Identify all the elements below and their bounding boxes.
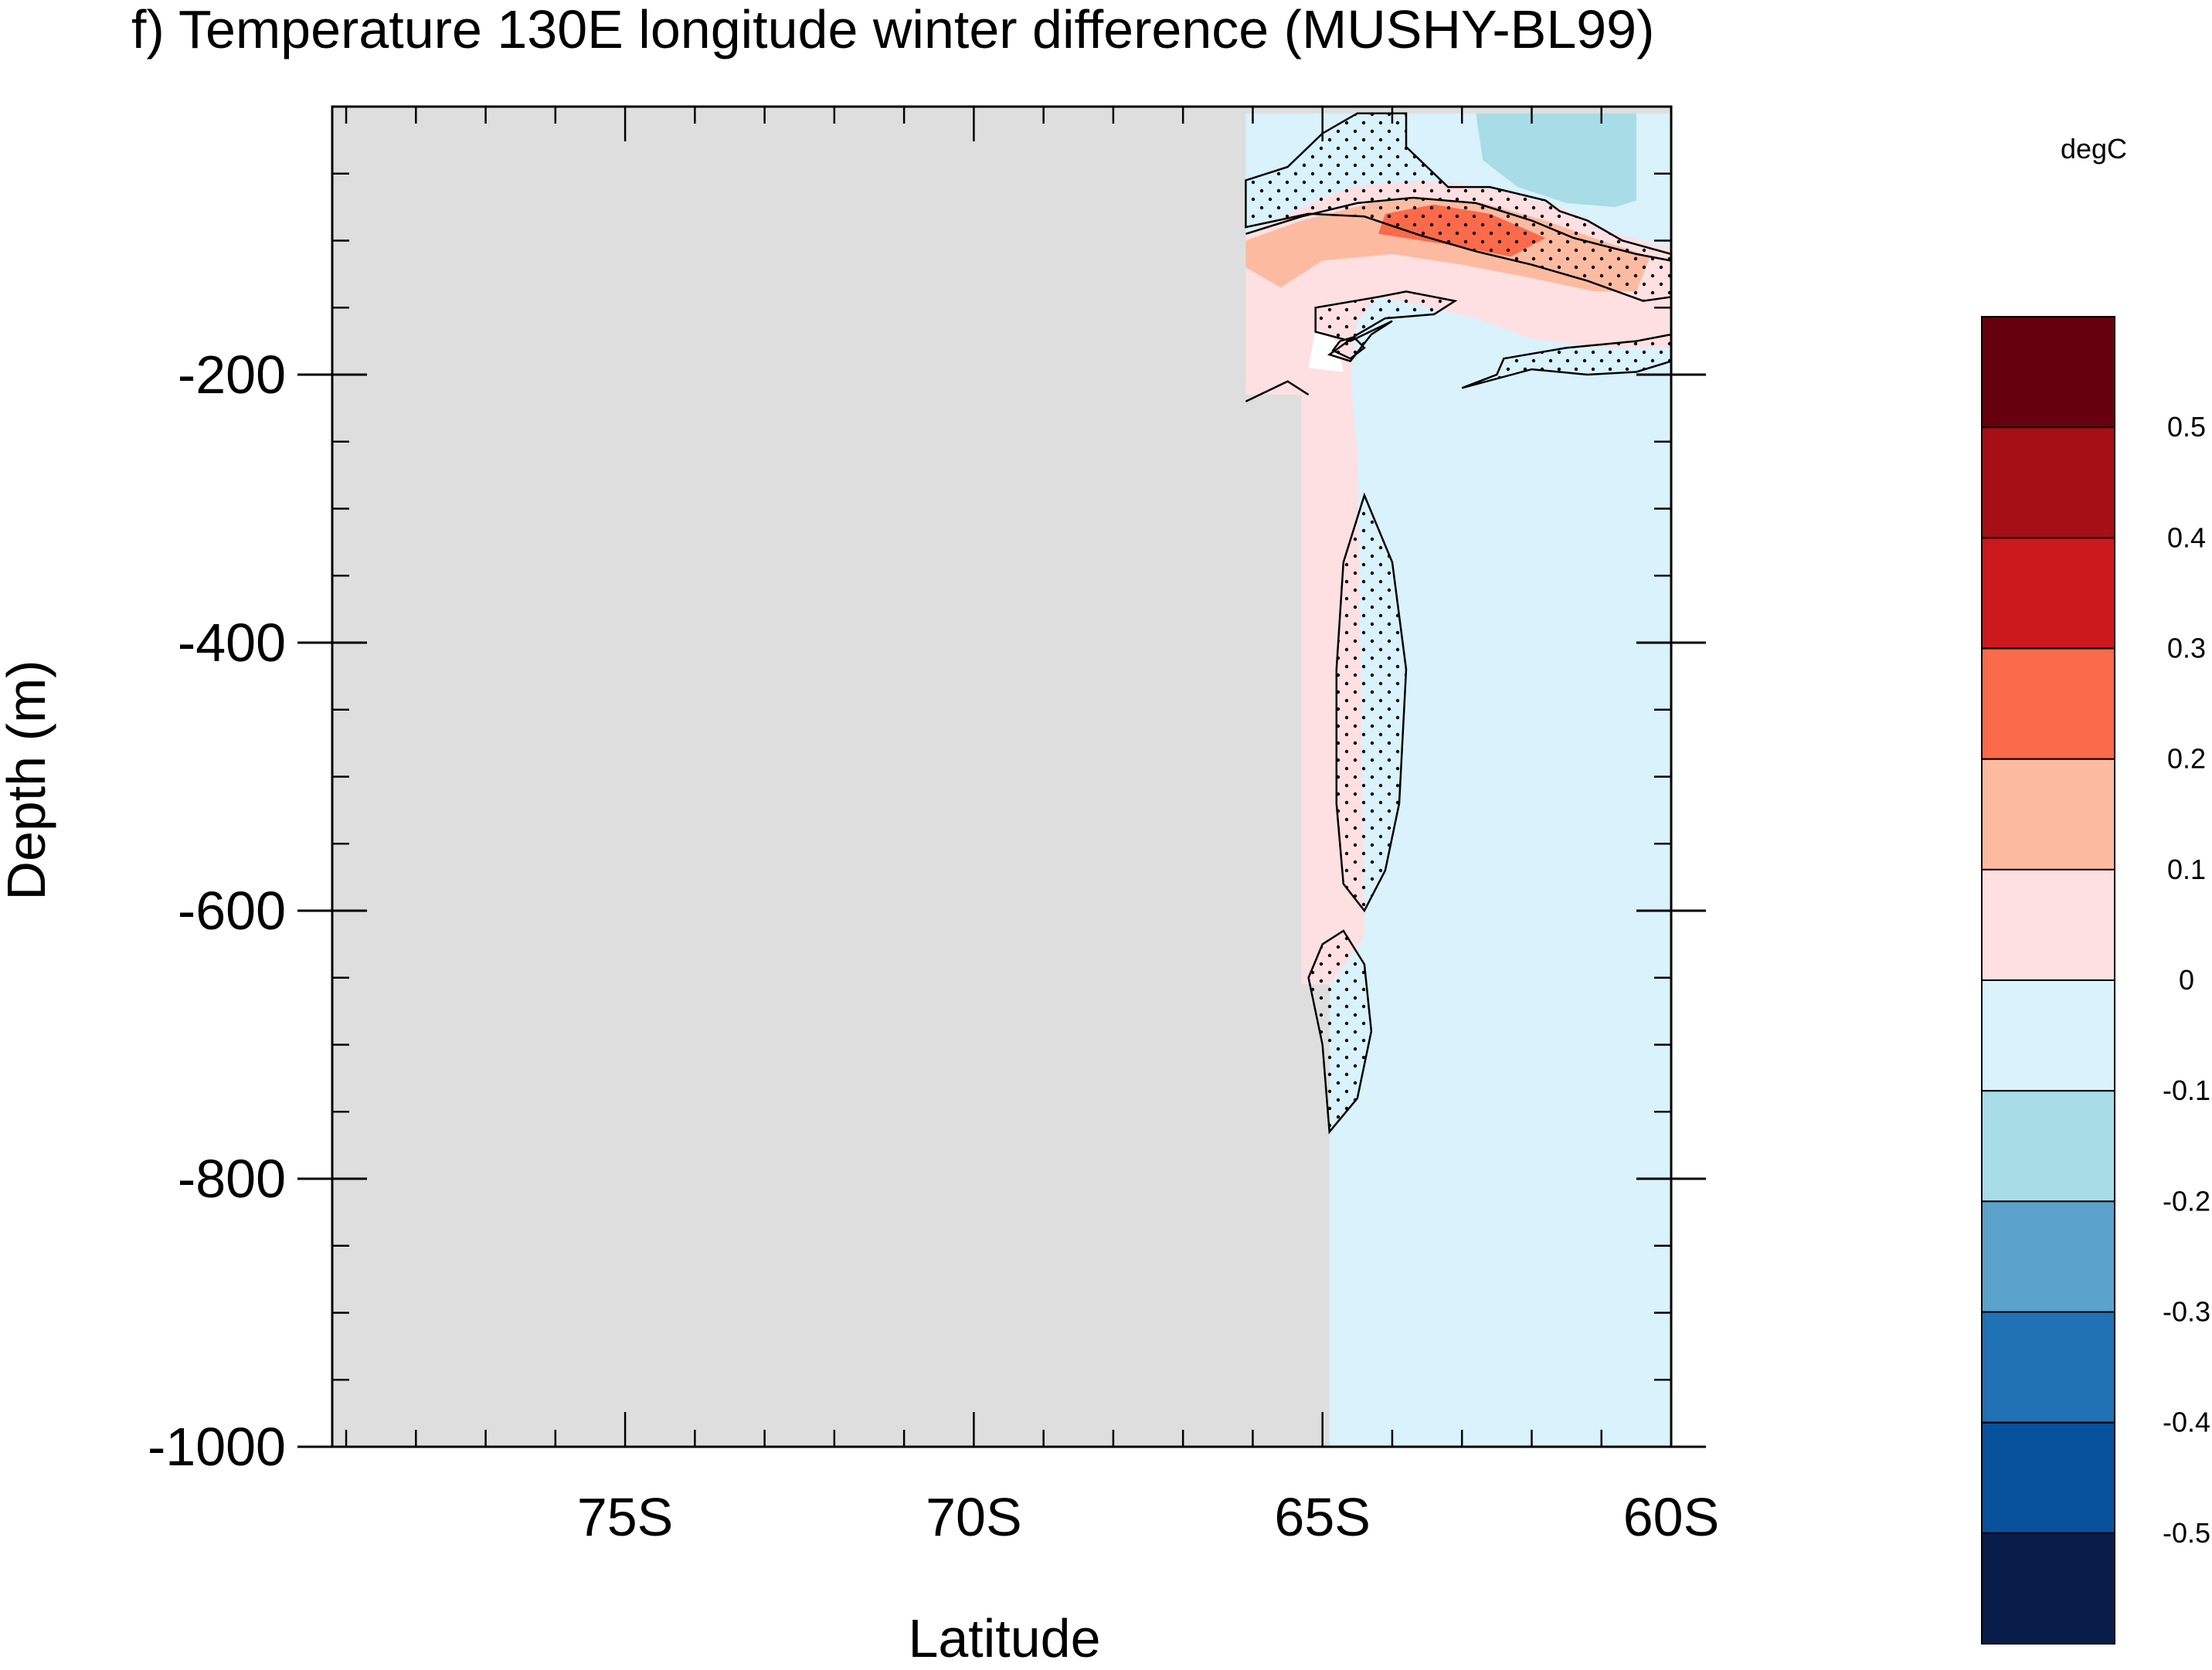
colorbar-labels: 0.5 0.4 0.3 0.2 0.1 0 -0.1 -0.2 -0.3 -0.4 -0.5 xyxy=(2163,411,2210,1549)
significance-region-sig-surface xyxy=(1245,112,1673,302)
field-region-white-patch xyxy=(1308,328,1344,372)
y-axis-label: Depth (m) xyxy=(0,660,56,900)
colorbar-box xyxy=(1981,1532,2115,1645)
contour-zero-contour-upper-ridge xyxy=(1245,196,1672,262)
colorbar-level-label: -0.2 xyxy=(2163,1185,2210,1217)
x-tick-label: 75S xyxy=(577,1487,674,1547)
zero-contours xyxy=(1245,196,1672,402)
colorbar-level-label: 0.4 xyxy=(2167,521,2206,553)
colorbar-box xyxy=(1981,868,2115,982)
significance-stippling xyxy=(1245,112,1673,1135)
colorbar-box xyxy=(1981,647,2115,760)
y-tick-label: -1000 xyxy=(148,1417,286,1477)
x-axis-ticks: 75S 70S 65S 60S xyxy=(345,107,1720,1547)
significance-region-sig-deepest-tongue xyxy=(1307,929,1373,1135)
chart-title: f) Temperature 130E longitude winter dif… xyxy=(131,0,1654,59)
significance-region-sig-deep-tongue xyxy=(1335,492,1408,913)
colorbar-level-label: -0.1 xyxy=(2163,1074,2210,1106)
colorbar-box xyxy=(1981,316,2115,429)
colorbar-box xyxy=(1981,1200,2115,1313)
colorbar-units: degC xyxy=(2061,133,2127,165)
colorbar-box xyxy=(1981,979,2115,1092)
x-tick-label: 65S xyxy=(1274,1487,1371,1547)
colorbar-box xyxy=(1981,1090,2115,1203)
colorbar: degC 0.5 0.4 0.3 0.2 0.1 0 -0.1 -0.2 -0.3 -0.4 -0.… xyxy=(1981,133,2210,1645)
colorbar-level-label: 0 xyxy=(2179,964,2194,996)
colorbar-level-label: -0.4 xyxy=(2163,1407,2210,1438)
colorbar-box xyxy=(1981,1421,2115,1534)
significance-region-sig-lower-band xyxy=(1461,333,1673,389)
contour-zero-contour-small-loop xyxy=(1331,335,1366,360)
plot-area: 75S 70S 65S 60S -200 -400 -600 -800 -1000 xyxy=(148,105,1720,1547)
field-region-cooling-patch xyxy=(1476,113,1636,208)
colorbar-level-label: 0.1 xyxy=(2167,854,2206,885)
colorbar-level-label: 0.3 xyxy=(2167,633,2206,664)
x-tick-label: 70S xyxy=(926,1487,1022,1547)
x-axis-label: Latitude xyxy=(908,1608,1100,1668)
significance-region-sig-hook xyxy=(1314,290,1458,363)
colorbar-box xyxy=(1981,537,2115,650)
x-tick-label: 60S xyxy=(1623,1487,1720,1547)
colorbar-box xyxy=(1981,758,2115,871)
contour-zero-contour-lower-ridge xyxy=(1245,380,1310,402)
colorbar-level-label: 0.5 xyxy=(2167,411,2206,443)
y-tick-label: -800 xyxy=(178,1149,286,1209)
colorbar-box xyxy=(1981,1311,2115,1424)
colorbar-level-label: 0.2 xyxy=(2167,743,2206,775)
y-tick-label: -400 xyxy=(178,613,286,673)
colorbar-level-label: -0.3 xyxy=(2163,1296,2210,1328)
colorbar-boxes xyxy=(1981,316,2115,1645)
y-tick-label: -600 xyxy=(178,881,286,941)
y-tick-label: -200 xyxy=(178,345,286,405)
colorbar-level-label: -0.5 xyxy=(2163,1517,2210,1549)
y-axis-ticks: -200 -400 -600 -800 -1000 xyxy=(148,172,1706,1477)
colorbar-box xyxy=(1981,426,2115,539)
